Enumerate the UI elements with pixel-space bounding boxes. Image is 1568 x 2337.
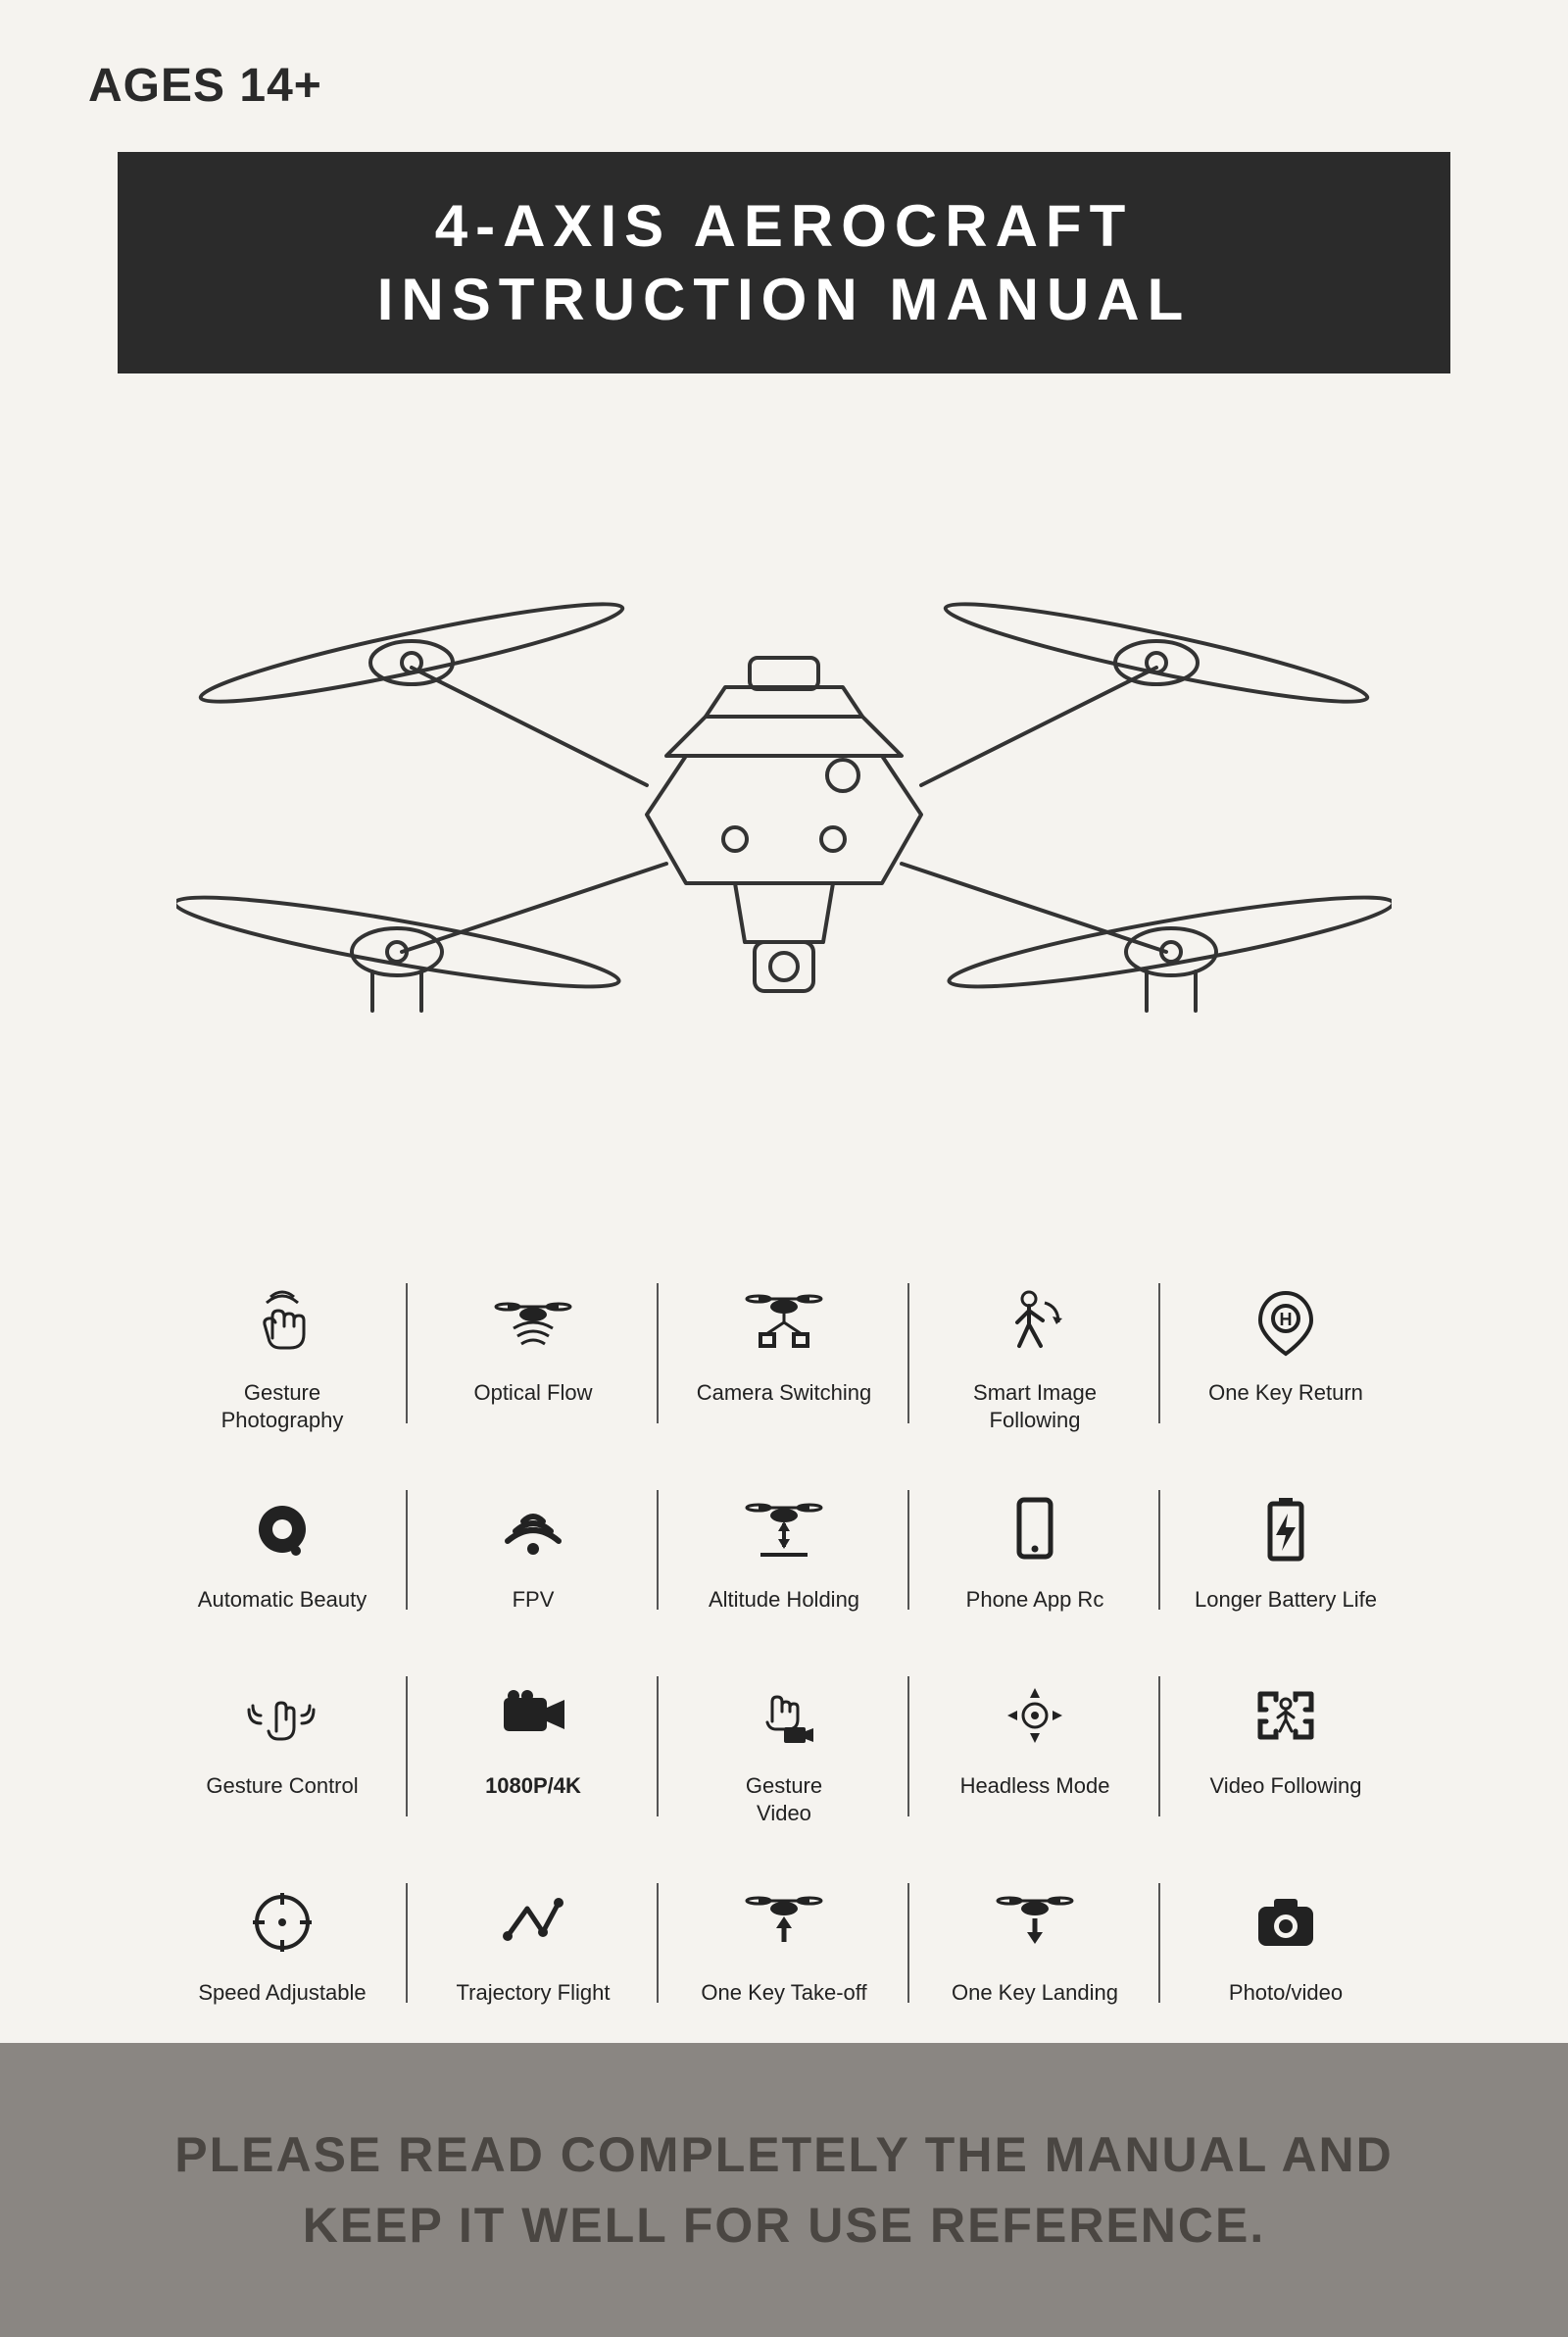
gesture-control-icon	[239, 1672, 325, 1759]
manual-cover-page: AGES 14+ 4-AXIS AEROCRAFT INSTRUCTION MA…	[0, 0, 1568, 2337]
feature-camera-switch: Camera Switching	[659, 1256, 909, 1463]
photo-video-icon	[1243, 1879, 1329, 1965]
trajectory-icon	[490, 1879, 576, 1965]
feature-one-key-return: One Key Return	[1160, 1256, 1411, 1463]
feature-video-follow: Video Following	[1160, 1649, 1411, 1856]
fpv-icon	[490, 1486, 576, 1572]
optical-flow-icon	[490, 1279, 576, 1366]
feature-label: Altitude Holding	[709, 1586, 859, 1614]
feature-label: Camera Switching	[697, 1379, 872, 1407]
altitude-hold-icon	[741, 1486, 827, 1572]
feature-headless: Headless Mode	[909, 1649, 1160, 1856]
speed-adjust-icon	[239, 1879, 325, 1965]
feature-label: Video Following	[1210, 1772, 1362, 1800]
features-grid: GesturePhotography Optical Flow Camera Swi…	[78, 1256, 1490, 2042]
feature-optical-flow: Optical Flow	[408, 1256, 659, 1463]
feature-trajectory: Trajectory Flight	[408, 1856, 659, 2042]
feature-label: Photo/video	[1229, 1979, 1343, 2007]
feature-phone-app: Phone App Rc	[909, 1463, 1160, 1649]
feature-label: Optical Flow	[473, 1379, 592, 1407]
phone-app-icon	[992, 1486, 1078, 1572]
title-line-2: INSTRUCTION MANUAL	[137, 263, 1431, 336]
battery-icon	[1243, 1486, 1329, 1572]
feature-label: Gesture Control	[206, 1772, 358, 1800]
feature-label: FPV	[513, 1586, 555, 1614]
gesture-photo-icon	[239, 1279, 325, 1366]
feature-label: 1080P/4K	[485, 1772, 581, 1800]
feature-gesture-video: GestureVideo	[659, 1649, 909, 1856]
one-key-return-icon	[1243, 1279, 1329, 1366]
feature-gesture-photo: GesturePhotography	[157, 1256, 408, 1463]
drone-illustration	[78, 432, 1490, 1197]
footer-line-2: KEEP IT WELL FOR USE REFERENCE.	[174, 2190, 1394, 2262]
feature-label: GestureVideo	[746, 1772, 822, 1826]
smart-follow-icon	[992, 1279, 1078, 1366]
takeoff-icon	[741, 1879, 827, 1965]
title-line-1: 4-AXIS AEROCRAFT	[137, 189, 1431, 263]
feature-gesture-control: Gesture Control	[157, 1649, 408, 1856]
feature-resolution: 1080P/4K	[408, 1649, 659, 1856]
feature-speed-adjust: Speed Adjustable	[157, 1856, 408, 2042]
headless-icon	[992, 1672, 1078, 1759]
feature-label: GesturePhotography	[221, 1379, 344, 1433]
footer-banner: PLEASE READ COMPLETELY THE MANUAL AND KE…	[0, 2043, 1568, 2337]
feature-smart-follow: Smart ImageFollowing	[909, 1256, 1160, 1463]
gesture-video-icon	[741, 1672, 827, 1759]
auto-beauty-icon	[239, 1486, 325, 1572]
feature-label: Headless Mode	[960, 1772, 1110, 1800]
feature-label: One Key Landing	[952, 1979, 1118, 2007]
title-banner: 4-AXIS AEROCRAFT INSTRUCTION MANUAL	[118, 152, 1450, 373]
feature-label: Automatic Beauty	[198, 1586, 367, 1614]
feature-label: One Key Return	[1208, 1379, 1363, 1407]
feature-auto-beauty: Automatic Beauty	[157, 1463, 408, 1649]
feature-fpv: FPV	[408, 1463, 659, 1649]
feature-landing: One Key Landing	[909, 1856, 1160, 2042]
feature-label: Trajectory Flight	[457, 1979, 611, 2007]
feature-label: Longer Battery Life	[1195, 1586, 1377, 1614]
feature-label: Smart ImageFollowing	[973, 1379, 1097, 1433]
landing-icon	[992, 1879, 1078, 1965]
video-follow-icon	[1243, 1672, 1329, 1759]
feature-battery: Longer Battery Life	[1160, 1463, 1411, 1649]
camera-switch-icon	[741, 1279, 827, 1366]
feature-label: Speed Adjustable	[198, 1979, 366, 2007]
footer-line-1: PLEASE READ COMPLETELY THE MANUAL AND	[174, 2119, 1394, 2191]
resolution-icon	[490, 1672, 576, 1759]
feature-altitude-hold: Altitude Holding	[659, 1463, 909, 1649]
feature-takeoff: One Key Take-off	[659, 1856, 909, 2042]
feature-label: One Key Take-off	[701, 1979, 866, 2007]
feature-photo-video: Photo/video	[1160, 1856, 1411, 2042]
feature-label: Phone App Rc	[966, 1586, 1104, 1614]
age-rating-label: AGES 14+	[88, 59, 1490, 113]
